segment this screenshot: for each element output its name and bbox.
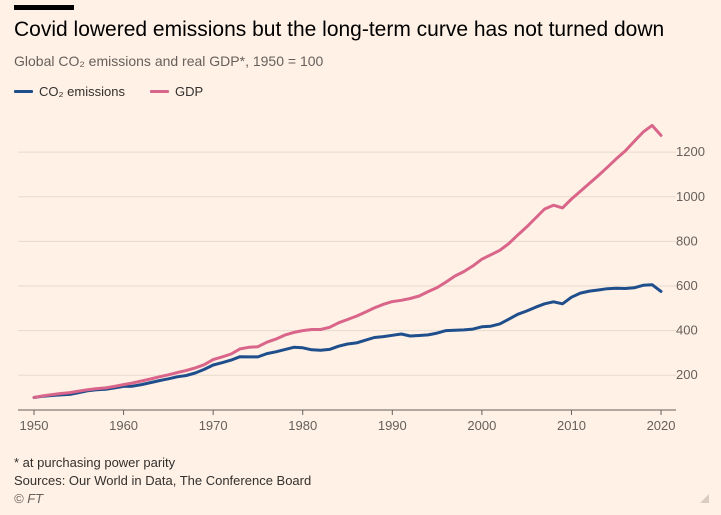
y-tick-label: 1200 bbox=[676, 144, 705, 159]
footnote: * at purchasing power parity bbox=[14, 455, 176, 470]
x-tick-label: 2020 bbox=[647, 418, 676, 433]
y-tick-label: 200 bbox=[676, 367, 698, 382]
y-tick-label: 600 bbox=[676, 278, 698, 293]
legend-label-co2: CO₂ emissions bbox=[39, 84, 125, 99]
ft-topbar bbox=[14, 5, 74, 10]
x-tick-label: 1950 bbox=[20, 418, 49, 433]
resize-corner-icon bbox=[700, 494, 709, 503]
x-tick-label: 1970 bbox=[199, 418, 228, 433]
series-line-gdp bbox=[32, 123, 663, 399]
sources: Sources: Our World in Data, The Conferen… bbox=[14, 473, 312, 488]
legend-item-co2: CO₂ emissions bbox=[14, 84, 125, 99]
series-line-co2 bbox=[32, 283, 663, 399]
x-tick-label: 1990 bbox=[378, 418, 407, 433]
legend-item-gdp: GDP bbox=[149, 84, 204, 99]
legend-swatch-gdp bbox=[149, 90, 169, 93]
y-tick-label: 800 bbox=[676, 233, 698, 248]
chart-title: Covid lowered emissions but the long-ter… bbox=[14, 18, 665, 41]
x-tick-label: 1960 bbox=[109, 418, 138, 433]
y-tick-label: 1000 bbox=[676, 189, 705, 204]
ft-credit: © FT bbox=[14, 491, 44, 506]
legend-label-gdp: GDP bbox=[174, 84, 204, 99]
x-tick-label: 1980 bbox=[288, 418, 317, 433]
x-tick-label: 2010 bbox=[557, 418, 586, 433]
legend-swatch-co2 bbox=[14, 90, 33, 93]
y-tick-label: 400 bbox=[676, 323, 698, 338]
x-tick-label: 2000 bbox=[467, 418, 496, 433]
chart-legend: CO₂ emissions GDP bbox=[14, 84, 228, 99]
chart-subtitle: Global CO₂ emissions and real GDP*, 1950… bbox=[14, 53, 324, 69]
